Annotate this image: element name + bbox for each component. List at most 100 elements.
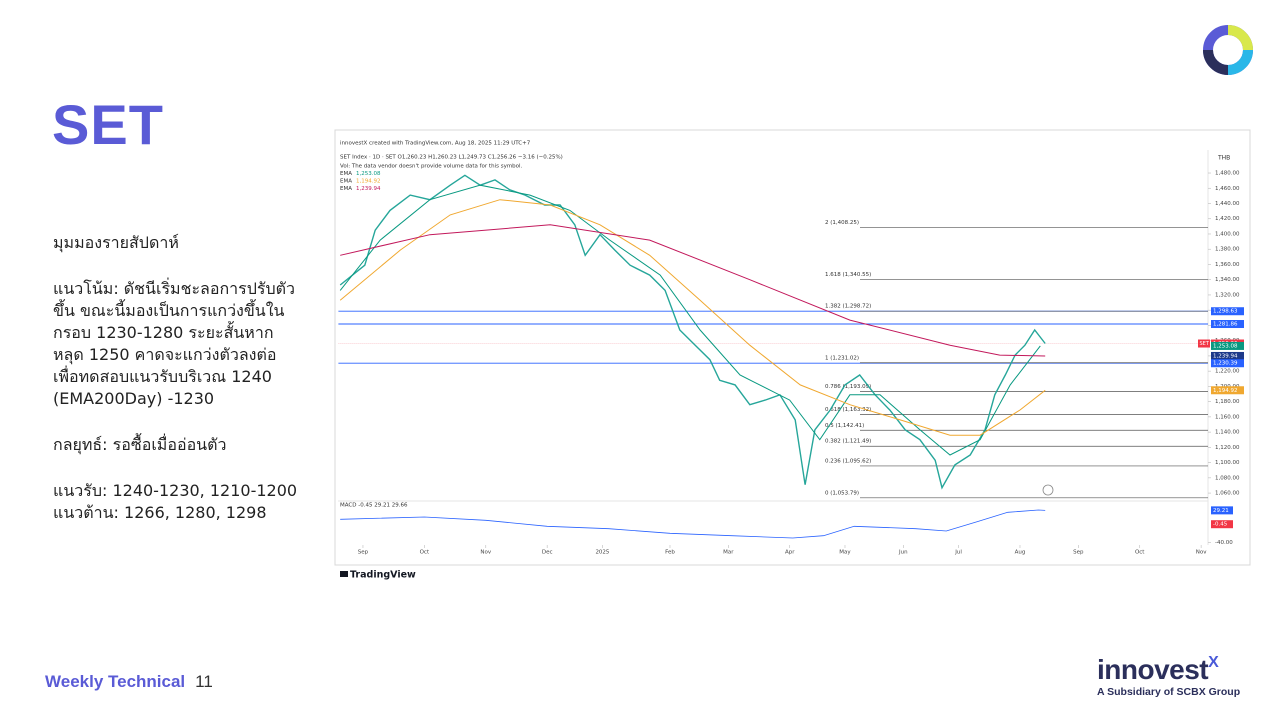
x-tick-label: Aug [1015, 550, 1026, 556]
commentary: มุมมองรายสัปดาห์ แนวโน้ม: ดัชนีเริ่มชะลอ… [53, 232, 328, 548]
macd-label: MACD -0.45 29.21 29.66 [340, 503, 408, 509]
y-tick-label: 1,480.00 [1215, 171, 1240, 177]
chart-frame [334, 129, 1251, 566]
currency: THB [1217, 155, 1230, 162]
fib-label: 2 (1,408.25) [825, 220, 859, 226]
price-line [339, 174, 1046, 490]
symbol-tag: SET [1200, 341, 1210, 347]
price-badge [1211, 386, 1244, 395]
fib-label: 1.618 (1,340.55) [825, 272, 871, 278]
heading: มุมมองรายสัปดาห์ [53, 233, 179, 252]
event-icon [1042, 484, 1054, 496]
legend-value: 1,239.94 [356, 186, 381, 192]
y-tick-label: 1,180.00 [1215, 399, 1240, 405]
legend-value: 1,194.92 [356, 179, 381, 185]
credit: innovestX created with TradingView.com, … [340, 141, 531, 147]
footer: Weekly Technical 11 [45, 672, 213, 692]
y-tick-label: 1,060.00 [1215, 491, 1240, 497]
fib-label: 0.5 (1,142.41) [825, 423, 864, 429]
y-tick-label: 1,080.00 [1215, 475, 1240, 481]
price-badge-label: 1,194.92 [1213, 388, 1238, 394]
trend-line: กรอบ 1230-1280 ระยะสั้นหาก [53, 323, 274, 342]
y-tick-label: 1,340.00 [1215, 277, 1240, 283]
x-tick-label: 2025 [595, 550, 609, 556]
symbol-tag-bg [1198, 339, 1210, 348]
logo-circle [1203, 25, 1253, 75]
y-tick-label: 1,460.00 [1215, 186, 1240, 192]
y-tick-label: 1,320.00 [1215, 292, 1240, 298]
x-tick-label: Jul [954, 550, 962, 556]
y-tick-label: 1,420.00 [1215, 216, 1240, 222]
x-tick-label: Dec [542, 550, 553, 556]
x-tick-label: Apr [785, 550, 795, 556]
x-tick-label: Sep [358, 550, 369, 556]
fib-label: 0.382 (1,121.49) [825, 439, 871, 445]
strategy: กลยุทธ์: รอซื้อเมื่ออ่อนตัว [53, 435, 227, 454]
price-badge-label: 1,281.86 [1213, 322, 1238, 328]
x-tick-label: Mar [723, 550, 734, 556]
trend-line: หลุด 1250 คาดจะแกว่งตัวลงต่อ [53, 345, 277, 364]
price-badge [1211, 359, 1244, 368]
y-tick-label: 1,360.00 [1215, 262, 1240, 268]
price-badge-label: 1,239.94 [1213, 353, 1238, 359]
trend-line: (EMA200Day) -1230 [53, 389, 215, 408]
brand-name: innovest [1097, 654, 1209, 685]
macd-badge [1211, 520, 1233, 529]
ema-line [340, 224, 1046, 357]
resistance: แนวต้าน: 1266, 1280, 1298 [53, 503, 267, 522]
fib-label: 0 (1,053.79) [825, 490, 859, 496]
x-tick-label: May [839, 550, 851, 556]
symbol-line: SET Index · 1D · SET O1,260.23 H1,260.23… [340, 155, 563, 161]
y-tick-label: 1,380.00 [1215, 247, 1240, 253]
x-tick-label: Nov [1196, 550, 1207, 556]
slide-title: SET [52, 93, 164, 156]
price-badge [1211, 341, 1244, 350]
tagline: A Subsidiary of SCBX Group [1097, 686, 1241, 698]
y-tick-label: 1,400.00 [1215, 231, 1240, 237]
ema-line [339, 184, 1041, 456]
ema-line [339, 199, 1046, 436]
support: แนวรับ: 1240-1230, 1210-1200 [53, 481, 298, 500]
trend-line: เพื่อทดสอบแนวรับบริเวณ 1240 [53, 367, 272, 386]
brand: innovestX [1097, 654, 1219, 686]
volume-note: Vol: The data vendor doesn't provide vol… [340, 164, 523, 170]
fib-label: 0.618 (1,163.32) [825, 407, 871, 413]
macd-badge-label: 29.21 [1213, 508, 1229, 514]
y-tick-label: 1,160.00 [1215, 414, 1240, 420]
price-badge-label: 1,253.08 [1213, 343, 1238, 349]
fib-label: 0.786 (1,193.09) [825, 384, 871, 390]
fib-label: 1 (1,231.02) [825, 355, 859, 361]
brand-mark: X [1208, 654, 1219, 671]
y-tick-label: 1,100.00 [1215, 460, 1240, 466]
macd-badge-label: -0.45 [1213, 522, 1228, 528]
price-badge [1211, 307, 1244, 316]
x-tick-label: Nov [480, 550, 491, 556]
y-tick-label: 1,140.00 [1215, 430, 1240, 436]
watermark: TradingView [350, 570, 416, 581]
legend-name: EMA [340, 179, 352, 185]
x-tick-label: Jun [898, 550, 908, 556]
price-badge-label: 1,230.39 [1213, 361, 1238, 367]
x-tick-label: Feb [665, 550, 675, 556]
macd-badge [1211, 506, 1233, 515]
legend-value: 1,253.08 [356, 171, 381, 177]
fib-label: 0.236 (1,095.62) [825, 458, 871, 464]
trend-line: แนวโน้ม: ดัชนีเริ่มชะลอการปรับตัว [53, 279, 295, 298]
x-tick-label: Oct [1135, 550, 1145, 556]
legend-name: EMA [340, 186, 352, 192]
price-badge [1211, 320, 1244, 329]
price-badge-label: 1,298.63 [1213, 309, 1238, 315]
price-badge [1211, 351, 1244, 360]
x-tick-label: Oct [420, 550, 430, 556]
tradingview-logo: TradingView [340, 570, 416, 581]
y-tick-label: 1,120.00 [1215, 445, 1240, 451]
macd-tick-label: -40.00 [1215, 540, 1233, 546]
x-tick-label: Sep [1073, 550, 1084, 556]
legend-name: EMA [340, 171, 352, 177]
macd-line [340, 509, 1046, 539]
y-tick-label: 1,440.00 [1215, 201, 1240, 207]
page-number: 11 [195, 672, 213, 691]
trend-line: ขึ้น ขณะนี้มองเป็นการแกว่งขึ้นใน [53, 301, 285, 320]
